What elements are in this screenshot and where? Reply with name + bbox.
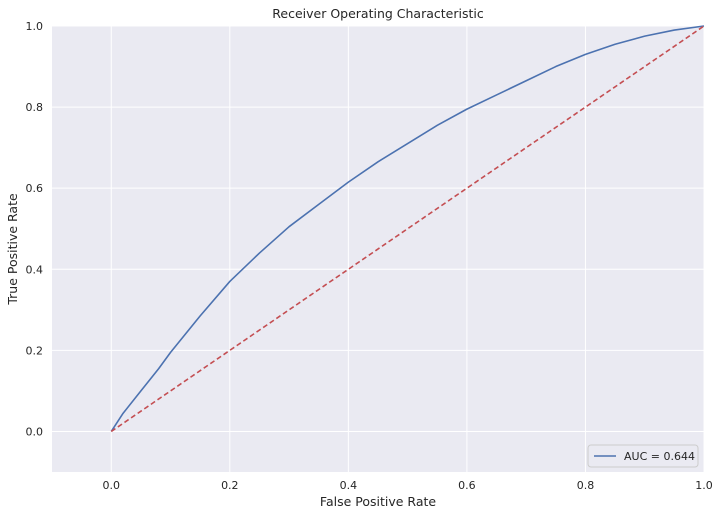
series-lines <box>110 25 705 433</box>
y-tick-label: 0.2 <box>26 344 44 357</box>
y-tick-labels: 0.0 0.2 0.4 0.6 0.8 1.0 <box>26 20 44 438</box>
y-tick-label: 0.0 <box>26 425 44 438</box>
roc-curve-line <box>110 25 705 432</box>
grid-lines <box>52 25 705 472</box>
x-axis-label: False Positive Rate <box>320 494 436 509</box>
legend-box <box>587 444 699 468</box>
x-tick-label: 0.2 <box>221 479 239 492</box>
x-tick-label: 0.8 <box>577 479 595 492</box>
x-tick-labels: 0.0 0.2 0.4 0.6 0.8 1.0 <box>103 479 713 492</box>
y-tick-label: 1.0 <box>26 20 44 33</box>
y-tick-label: 0.6 <box>26 182 44 195</box>
legend-entry-auc: AUC = 0.644 <box>624 450 695 463</box>
x-tick-label: 0.0 <box>103 479 121 492</box>
x-tick-label: 0.6 <box>458 479 476 492</box>
y-tick-label: 0.4 <box>26 263 44 276</box>
legend: AUC = 0.644 <box>587 444 699 468</box>
x-tick-label: 1.0 <box>695 479 713 492</box>
chart-title: Receiver Operating Characteristic <box>272 6 484 21</box>
y-tick-label: 0.8 <box>26 101 44 114</box>
y-axis-label: True Positive Rate <box>5 193 20 306</box>
x-tick-label: 0.4 <box>340 479 358 492</box>
